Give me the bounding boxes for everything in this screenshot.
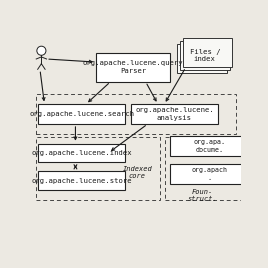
Bar [38,172,125,190]
Bar [96,53,170,82]
Bar [131,104,218,124]
Text: org.apache.lucene.store: org.apache.lucene.store [31,178,132,184]
Text: org.apache.lucene.index: org.apache.lucene.index [31,150,132,156]
Text: org.apache.lucene.search: org.apache.lucene.search [29,111,134,117]
Bar [38,144,125,162]
Bar [180,41,230,70]
Bar [36,137,160,200]
Text: Files /
index: Files / index [189,49,220,62]
Bar [165,137,240,200]
Text: org.apach
.: org.apach . [192,167,228,181]
Text: org.apache.lucene.query
Parser: org.apache.lucene.query Parser [83,61,184,74]
Bar [170,136,249,156]
Text: org.apache.lucene.
analysis: org.apache.lucene. analysis [135,107,214,121]
Bar [170,164,249,184]
Text: org.apa.
docume.: org.apa. docume. [193,139,226,153]
Text: Foun-
struct.: Foun- struct. [188,189,217,202]
Bar [36,94,236,134]
Bar [38,104,125,124]
Bar [183,38,232,67]
Bar [177,44,227,73]
Text: Indexed
core: Indexed core [122,166,152,179]
Circle shape [37,46,46,55]
